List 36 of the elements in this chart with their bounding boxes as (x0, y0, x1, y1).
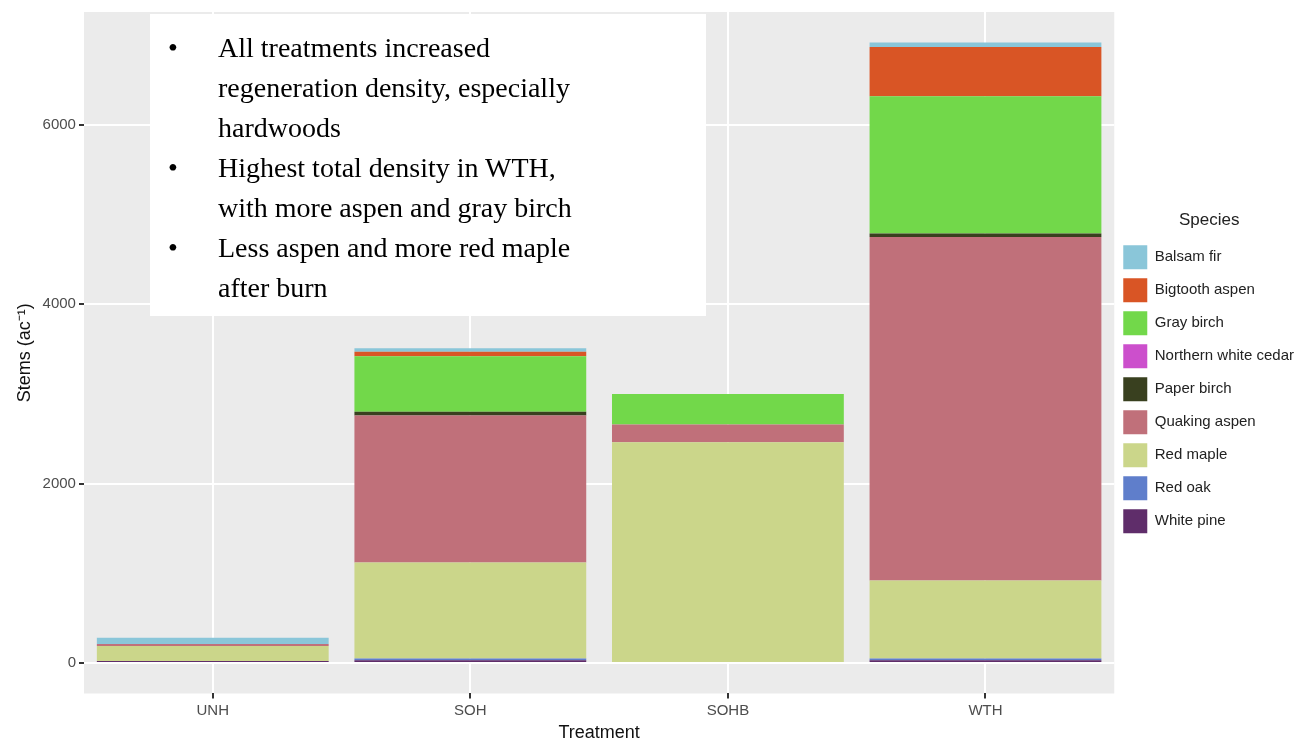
bar (354, 415, 587, 563)
y-tick-label: 6000 (42, 115, 76, 133)
legend-label: Red oak (1154, 478, 1212, 496)
legend-label: Bigtooth aspen (1154, 280, 1255, 298)
x-tick-label: SOHB (706, 700, 750, 718)
y-axis-title: Stems (ac⁻¹) (13, 303, 34, 403)
x-tick-label: UNH (196, 700, 230, 718)
legend-title: Species (1178, 209, 1240, 229)
x-tick-label: SOH (454, 700, 487, 718)
bar (869, 46, 1102, 97)
y-tick-label: 2000 (42, 473, 76, 491)
y-tick-label: 0 (67, 653, 76, 671)
bar (354, 562, 587, 659)
legend-label: Northern white cedar (1154, 346, 1294, 364)
legend-label: Balsam fir (1154, 247, 1222, 265)
legend-label: Quaking aspen (1154, 412, 1256, 430)
bar (612, 424, 844, 443)
note-panel: • All treatments increased regeneration density, especially hardwoods • Highest total density in WTH, with more aspen and gray birch • Less aspen and more red maple after burn (150, 14, 706, 316)
bar (354, 356, 587, 412)
bar (354, 348, 587, 352)
legend-label: Gray birch (1154, 313, 1224, 331)
legend-label: Red maple (1154, 445, 1228, 463)
bar (96, 637, 329, 645)
bar (96, 645, 329, 662)
bar (869, 580, 1102, 659)
bar (869, 233, 1102, 238)
bar (612, 393, 844, 425)
legend-label: White pine (1154, 511, 1226, 529)
bar (869, 42, 1102, 47)
bar (869, 96, 1102, 234)
bar (869, 237, 1102, 581)
legend-label: Paper birch (1154, 379, 1232, 397)
x-tick-label: WTH (968, 700, 1003, 718)
x-axis-title: Treatment (558, 722, 640, 743)
bar (612, 442, 844, 662)
y-tick-label: 4000 (42, 294, 76, 312)
